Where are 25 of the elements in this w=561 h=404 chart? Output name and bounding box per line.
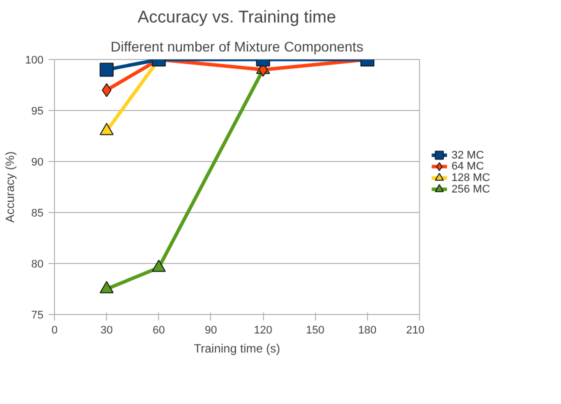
- x-tick-label: 120: [254, 324, 272, 336]
- x-tick-label: 0: [51, 324, 58, 336]
- x-tick-label: 30: [100, 324, 113, 336]
- legend-label: 32 MC: [452, 149, 484, 162]
- x-tick-label: 60: [152, 324, 165, 336]
- point: [152, 260, 166, 272]
- y-tick-label: 90: [31, 156, 44, 168]
- y-tick-label: 85: [31, 208, 44, 220]
- point: [100, 62, 114, 77]
- legend-label: 128 MC: [452, 172, 490, 184]
- chart-subtitle: Different number of Mixture Components: [110, 38, 364, 54]
- y-tick-label: 80: [31, 258, 44, 270]
- x-axis-title: Training time (s): [194, 342, 280, 356]
- y-tick-label: 95: [31, 106, 44, 118]
- y-tick-label: 75: [31, 310, 44, 322]
- x-tick-label: 90: [204, 324, 218, 336]
- y-axis-title: Accuracy (%): [3, 151, 18, 223]
- x-tick-label: 210: [406, 324, 425, 336]
- chart-title: Accuracy vs. Training time: [138, 8, 336, 26]
- x-tick-label: 150: [306, 324, 324, 336]
- y-tick-label: 100: [25, 54, 44, 66]
- x-tick-label: 180: [358, 324, 377, 336]
- legend-label: 256 MC: [452, 183, 490, 196]
- point: [100, 280, 114, 294]
- legend-label: 64 MC: [452, 160, 484, 173]
